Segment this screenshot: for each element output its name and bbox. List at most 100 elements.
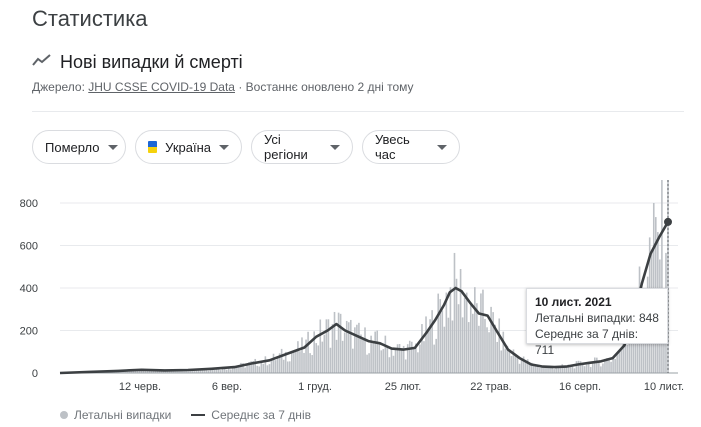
daily-bar <box>486 327 488 373</box>
daily-bar <box>478 325 480 373</box>
caret-down-icon <box>107 144 118 150</box>
daily-bar <box>545 367 547 373</box>
daily-bar <box>356 324 358 373</box>
daily-bar <box>439 299 442 373</box>
daily-bar <box>394 349 397 373</box>
daily-bar <box>541 366 543 373</box>
daily-bar <box>248 362 250 373</box>
daily-bar <box>282 359 285 373</box>
daily-bar <box>427 331 429 373</box>
daily-bar <box>463 297 466 373</box>
daily-bar <box>480 293 482 373</box>
daily-bar <box>295 351 297 373</box>
daily-bar <box>327 319 330 373</box>
daily-bar <box>410 341 413 373</box>
hover-point <box>664 217 672 226</box>
daily-bar <box>207 370 210 373</box>
ukraine-flag-icon <box>148 141 158 153</box>
daily-bar <box>144 370 147 373</box>
daily-bar <box>362 339 364 373</box>
daily-bar <box>301 337 303 373</box>
daily-bar <box>114 371 116 373</box>
daily-bar <box>390 348 393 373</box>
daily-bar <box>392 355 395 373</box>
trending-line-icon <box>32 53 52 72</box>
daily-bar <box>583 366 586 373</box>
metric-dropdown-label: Померло <box>45 139 100 155</box>
daily-bar <box>211 368 214 373</box>
daily-bar <box>539 367 541 373</box>
source-line: Джерело: JHU CSSE COVID-19 Data · Востан… <box>32 80 414 94</box>
daily-bar <box>193 369 196 373</box>
daily-bar <box>221 366 224 373</box>
daily-bar <box>461 317 464 373</box>
daily-bar <box>213 369 216 373</box>
x-tick-label: 1 груд. <box>298 381 332 393</box>
daily-bar <box>140 369 143 373</box>
daily-bar <box>396 344 399 373</box>
daily-bar <box>406 344 409 373</box>
daily-bar <box>571 364 574 373</box>
caret-down-icon <box>437 144 447 150</box>
daily-bar <box>474 287 476 373</box>
source-link[interactable]: JHU CSSE COVID-19 Data <box>88 80 235 94</box>
daily-bar <box>205 370 208 373</box>
daily-bar <box>433 344 435 373</box>
daily-bar <box>154 370 157 373</box>
daily-bar <box>183 371 185 373</box>
daily-bar <box>522 356 525 373</box>
daily-bar <box>579 361 582 373</box>
daily-bar <box>311 355 313 373</box>
daily-bar <box>223 368 226 373</box>
country-dropdown[interactable]: Україна <box>135 130 242 164</box>
daily-bar <box>217 369 220 373</box>
daily-bar <box>604 358 606 373</box>
daily-bar <box>299 351 301 373</box>
daily-bar <box>260 361 263 373</box>
daily-bar <box>270 359 273 373</box>
daily-bar <box>179 370 181 373</box>
daily-bar <box>116 371 118 373</box>
daily-bar <box>543 365 545 373</box>
daily-bar <box>262 363 265 373</box>
daily-bar <box>429 319 431 373</box>
daily-bar <box>600 366 602 373</box>
metric-dropdown[interactable]: Померло <box>32 130 126 164</box>
daily-bar <box>197 369 200 373</box>
daily-bar <box>518 363 521 373</box>
daily-bar <box>652 202 655 373</box>
daily-bar <box>498 318 501 373</box>
daily-bar <box>232 367 234 373</box>
daily-bar <box>187 371 189 373</box>
daily-bar <box>370 335 372 373</box>
daily-bar <box>400 349 403 373</box>
period-dropdown[interactable]: Увесь час <box>362 130 460 164</box>
daily-bar <box>551 367 553 373</box>
daily-bar <box>293 352 295 373</box>
daily-bar <box>146 370 149 373</box>
daily-bar <box>209 369 212 373</box>
daily-bar <box>199 369 202 373</box>
daily-bar <box>341 340 344 373</box>
daily-bar <box>404 359 407 373</box>
daily-bar <box>482 289 484 373</box>
y-tick-label: 800 <box>20 198 38 210</box>
daily-bar <box>620 350 623 373</box>
divider <box>32 111 684 112</box>
daily-bar <box>335 339 338 373</box>
x-tick-label: 6 вер. <box>212 381 242 393</box>
daily-bar <box>425 316 427 373</box>
region-dropdown[interactable]: Усі регіони <box>251 130 353 164</box>
daily-bar <box>313 331 315 373</box>
daily-bar <box>581 364 584 373</box>
daily-bar <box>616 353 618 373</box>
average-line <box>59 221 670 375</box>
legend-dot-icon <box>60 411 68 419</box>
daily-bar <box>630 341 633 373</box>
daily-bar <box>421 324 423 373</box>
daily-bar <box>219 370 222 373</box>
daily-bar <box>191 371 193 373</box>
daily-bar <box>465 292 468 373</box>
daily-bar <box>349 319 352 373</box>
daily-bar <box>333 311 336 373</box>
